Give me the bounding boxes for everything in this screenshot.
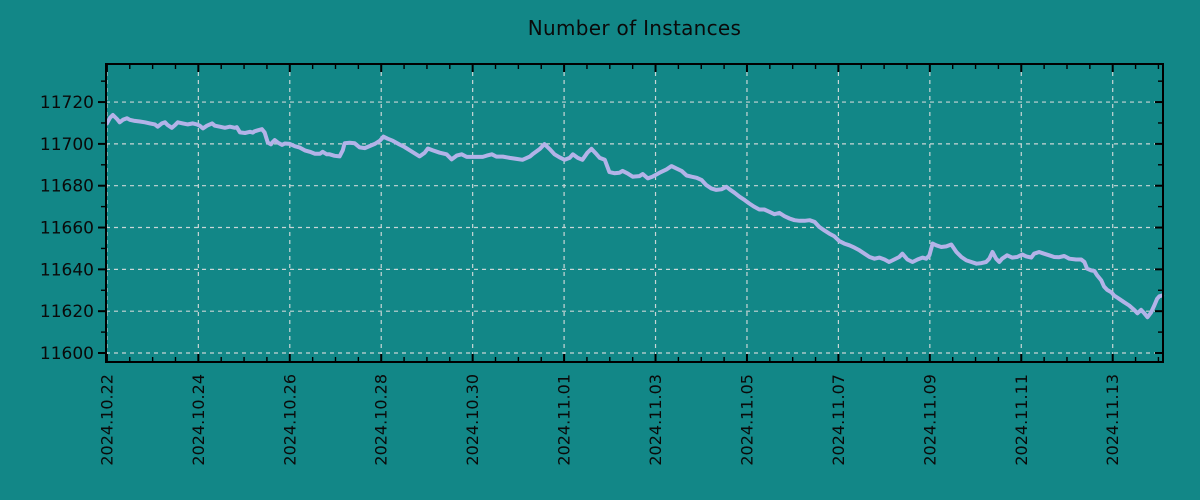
x-tick-label: 2024.10.30 xyxy=(463,374,482,466)
y-tick-label: 11600 xyxy=(40,344,94,364)
chart-title: Number of Instances xyxy=(527,16,742,40)
plot-border xyxy=(105,63,1164,363)
x-tick-label: 2024.10.26 xyxy=(280,374,299,466)
x-tick-label: 2024.10.22 xyxy=(97,374,116,466)
y-tick-label: 11640 xyxy=(40,260,94,280)
y-tick-label: 11620 xyxy=(40,302,94,322)
instances-line xyxy=(104,113,1165,320)
x-tick-label: 2024.11.09 xyxy=(920,374,939,466)
x-tick-label: 2024.11.05 xyxy=(737,374,756,466)
x-tick-label: 2024.10.24 xyxy=(189,374,208,466)
x-tick-label: 2024.11.07 xyxy=(829,374,848,466)
y-tick-label: 11660 xyxy=(40,219,94,239)
y-tick-label: 11700 xyxy=(40,135,94,155)
x-tick-label: 2024.11.13 xyxy=(1103,374,1122,466)
x-tick-label: 2024.11.03 xyxy=(646,374,665,466)
x-tick-label: 2024.11.11 xyxy=(1012,374,1031,466)
y-tick-label: 11720 xyxy=(40,93,94,113)
y-tick-label: 11680 xyxy=(40,177,94,197)
x-tick-label: 2024.11.01 xyxy=(555,374,574,466)
x-tick-label: 2024.10.28 xyxy=(372,374,391,466)
